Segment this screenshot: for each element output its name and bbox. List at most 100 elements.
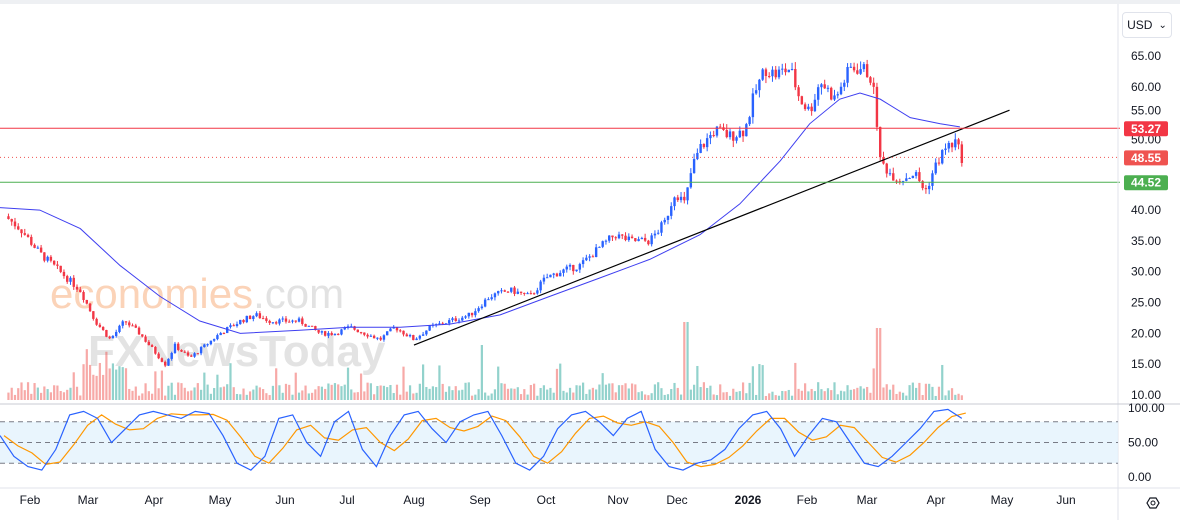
volume-bar xyxy=(157,388,160,400)
volume-bar xyxy=(768,393,771,400)
candle-body xyxy=(653,233,657,236)
volume-bar xyxy=(307,393,310,400)
candle-body xyxy=(895,180,898,182)
volume-bar xyxy=(627,388,630,400)
price-tick-label: 25.00 xyxy=(1131,296,1161,310)
volume-bar xyxy=(725,392,728,400)
time-tick-label: Oct xyxy=(537,493,556,507)
time-tick-label: Feb xyxy=(20,493,41,507)
volume-bar xyxy=(245,394,248,400)
volume-bar xyxy=(49,392,52,400)
volume-bar xyxy=(852,389,856,400)
volume-bar xyxy=(395,384,399,400)
candle-body xyxy=(787,69,790,73)
candle-body xyxy=(451,318,454,321)
volume-bar xyxy=(382,385,386,400)
candle-body xyxy=(686,187,689,201)
volume-bar xyxy=(477,389,480,400)
candle-body xyxy=(265,318,268,321)
volume-bar xyxy=(154,371,157,400)
candle-body xyxy=(150,345,154,347)
candle-body xyxy=(128,322,131,326)
candle-body xyxy=(630,236,634,239)
volume-bar xyxy=(180,383,183,400)
price-tick-label: 15.00 xyxy=(1131,357,1161,371)
candle-body xyxy=(679,196,683,201)
volume-bar xyxy=(686,322,689,400)
volume-bar xyxy=(539,387,542,400)
volume-bar xyxy=(761,365,764,400)
candle-body xyxy=(751,93,755,118)
candle-body xyxy=(108,336,111,339)
volume-bar xyxy=(650,393,653,400)
volume-bar xyxy=(817,382,820,400)
time-tick-label: Apr xyxy=(927,493,946,507)
candle-body xyxy=(474,311,477,316)
volume-bar xyxy=(177,382,180,400)
volume-bar xyxy=(549,387,552,400)
volume-bar xyxy=(657,382,660,400)
candle-body xyxy=(957,139,960,145)
watermark-economies: economies xyxy=(50,270,253,317)
volume-bar xyxy=(369,383,372,400)
volume-bar xyxy=(69,387,72,400)
candle-body xyxy=(418,335,422,339)
candle-body xyxy=(317,330,320,333)
volume-bar xyxy=(121,367,124,400)
volume-bar xyxy=(288,384,291,400)
candle-body xyxy=(17,226,20,230)
candle-body xyxy=(738,130,742,138)
volume-bar xyxy=(304,385,307,400)
volume-bar xyxy=(830,390,833,400)
candle-body xyxy=(216,335,219,340)
candle-body xyxy=(385,331,389,336)
volume-bar xyxy=(777,395,781,400)
volume-bar xyxy=(356,392,359,400)
candle-body xyxy=(621,234,624,236)
volume-bar xyxy=(30,393,33,400)
volume-bar xyxy=(562,390,565,400)
candle-body xyxy=(862,64,866,70)
volume-bar xyxy=(379,385,382,400)
candle-body xyxy=(950,142,954,148)
candle-body xyxy=(343,327,346,330)
volume-bar xyxy=(17,388,20,400)
candle-body xyxy=(389,328,392,332)
volume-bar xyxy=(203,372,206,400)
time-tick-label: Dec xyxy=(666,493,687,507)
candle-body xyxy=(212,339,216,341)
volume-bar xyxy=(435,387,438,400)
volume-bar xyxy=(239,394,242,400)
volume-bar xyxy=(624,383,627,400)
candle-body xyxy=(800,96,804,105)
volume-bar xyxy=(428,388,431,400)
candle-body xyxy=(575,269,578,272)
volume-bar xyxy=(408,385,412,400)
candle-body xyxy=(656,232,660,234)
volume-bar xyxy=(859,386,862,400)
volume-bar xyxy=(82,364,85,400)
volume-bar xyxy=(490,393,493,400)
candle-body xyxy=(52,260,56,265)
stoch-tick-label: 100.00 xyxy=(1128,401,1165,415)
volume-bar xyxy=(258,387,261,400)
volume-bar xyxy=(888,389,892,400)
volume-bar xyxy=(297,392,301,400)
time-tick-label: Jun xyxy=(1056,493,1075,507)
volume-bar xyxy=(608,383,611,400)
currency-selector[interactable]: USD ⌄ xyxy=(1122,12,1172,38)
volume-bar xyxy=(875,328,879,400)
candle-body xyxy=(399,330,402,332)
candle-body xyxy=(617,234,621,239)
settings-icon[interactable] xyxy=(1146,497,1160,509)
volume-bar xyxy=(438,365,441,400)
candle-body xyxy=(702,143,706,148)
candle-body xyxy=(709,135,712,139)
candle-body xyxy=(526,293,529,295)
candle-body xyxy=(477,308,480,312)
volume-bar xyxy=(666,394,670,400)
candle-body xyxy=(578,264,582,270)
price-chart[interactable]: economies.com FXNewsToday 65.00 60.00 55.00 5… xyxy=(0,4,1180,520)
candle-body xyxy=(441,323,444,325)
